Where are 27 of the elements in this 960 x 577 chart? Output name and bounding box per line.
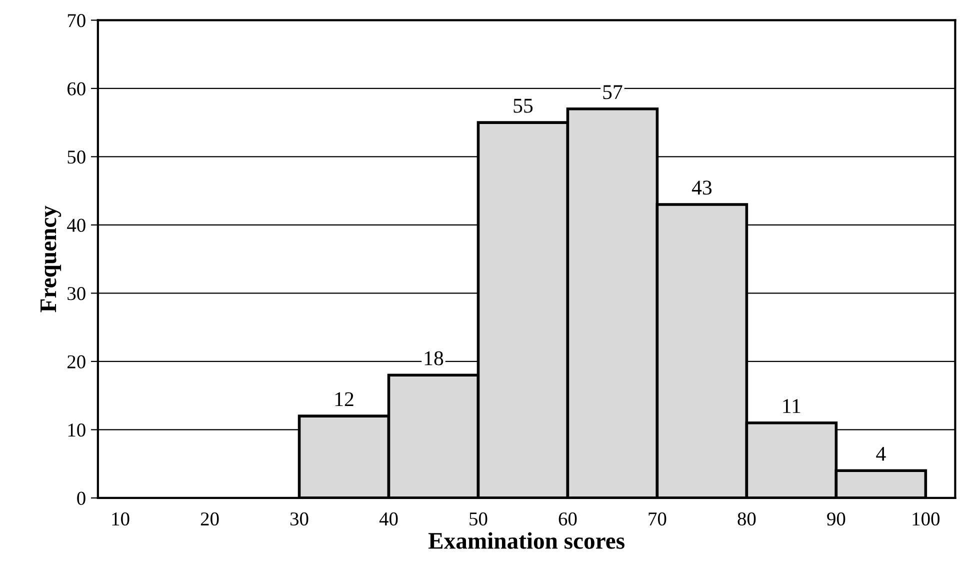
y-tick-label: 70 <box>68 14 86 28</box>
y-tick-label: 30 <box>68 287 86 300</box>
x-tick-label: 100 <box>912 512 940 526</box>
y-tick-label: 20 <box>68 355 86 368</box>
data-label: 43 <box>692 180 712 195</box>
y-axis-title: Frequency <box>40 206 62 312</box>
data-label: 4 <box>876 446 886 461</box>
data-label: 55 <box>514 98 533 113</box>
y-tick-label: 40 <box>67 218 86 232</box>
y-tick-label: 60 <box>68 82 86 96</box>
data-label: 18 <box>424 351 444 366</box>
x-tick-label: 20 <box>200 512 219 526</box>
x-tick-label: 50 <box>470 512 488 526</box>
y-tick-label: 10 <box>68 424 86 437</box>
x-tick-label: 10 <box>112 512 130 526</box>
x-tick-label: 80 <box>738 512 756 526</box>
data-label: 57 <box>603 85 622 100</box>
x-tick-label: 60 <box>558 512 577 526</box>
x-tick-label: 70 <box>648 512 666 526</box>
y-tick-label: 0 <box>77 492 86 505</box>
data-label: 12 <box>335 392 354 406</box>
y-tick-label: 50 <box>68 150 86 164</box>
x-tick-label: 40 <box>379 512 398 526</box>
x-tick-label: 90 <box>827 512 846 526</box>
x-axis-title: Examination scores <box>428 532 624 549</box>
x-tick-label: 30 <box>290 512 308 526</box>
data-label: 11 <box>783 399 800 413</box>
